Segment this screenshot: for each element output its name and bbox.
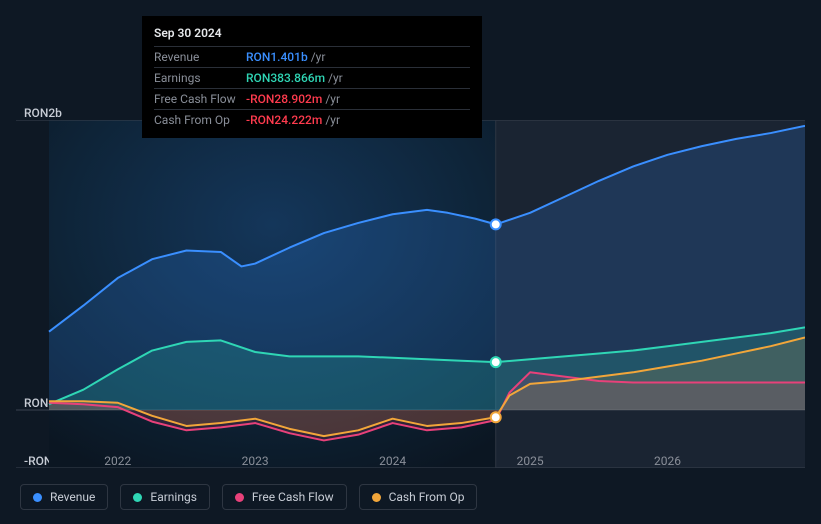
tooltip-row-suffix: /yr <box>328 71 343 85</box>
chart-legend: Revenue Earnings Free Cash Flow Cash From O… <box>20 484 477 510</box>
legend-item-cfo[interactable]: Cash From Op <box>359 484 478 510</box>
legend-item-fcf[interactable]: Free Cash Flow <box>222 484 347 510</box>
tooltip-row-label: Earnings <box>154 71 246 85</box>
x-axis-label: 2022 <box>104 454 131 468</box>
x-axis-label: 2024 <box>379 454 406 468</box>
legend-item-label: Earnings <box>150 490 197 504</box>
tooltip-row-suffix: /yr <box>311 50 326 64</box>
tooltip-row-value: -RON28.902m <box>246 92 322 106</box>
chart-plot-area <box>16 120 805 468</box>
tooltip-row-label: Free Cash Flow <box>154 92 246 106</box>
tooltip-row-value: RON383.866m <box>246 71 325 85</box>
legend-item-label: Revenue <box>50 490 95 504</box>
legend-dot-icon <box>133 493 142 502</box>
legend-item-revenue[interactable]: Revenue <box>20 484 108 510</box>
marker-earnings <box>491 357 501 367</box>
legend-dot-icon <box>235 493 244 502</box>
tooltip-date: Sep 30 2024 <box>154 24 470 46</box>
legend-dot-icon <box>33 493 42 502</box>
tooltip-row-suffix: /yr <box>325 92 340 106</box>
tooltip-row-label: Revenue <box>154 50 246 64</box>
chart-svg <box>16 120 805 468</box>
legend-item-label: Free Cash Flow <box>252 490 334 504</box>
legend-item-label: Cash From Op <box>389 490 465 504</box>
tooltip-row: EarningsRON383.866m/yr <box>154 67 470 88</box>
legend-item-earnings[interactable]: Earnings <box>120 484 210 510</box>
tooltip-row-suffix: /yr <box>325 113 340 127</box>
tooltip-row-value: -RON24.222m <box>246 113 322 127</box>
legend-dot-icon <box>372 493 381 502</box>
tooltip-row: Free Cash Flow-RON28.902m/yr <box>154 88 470 109</box>
tooltip-row: RevenueRON1.401b/yr <box>154 46 470 67</box>
tooltip-row: Cash From Op-RON24.222m/yr <box>154 109 470 130</box>
tooltip-row-value: RON1.401b <box>246 50 308 64</box>
x-axis-label: 2023 <box>242 454 269 468</box>
marker-revenue <box>491 219 501 229</box>
x-axis-label: 2026 <box>654 454 681 468</box>
marker-cfo <box>491 412 501 422</box>
tooltip-row-label: Cash From Op <box>154 113 246 127</box>
x-axis-label: 2025 <box>517 454 544 468</box>
y-axis-label: RON2b <box>24 106 62 120</box>
chart-tooltip: Sep 30 2024 RevenueRON1.401b/yrEarningsR… <box>142 16 482 138</box>
